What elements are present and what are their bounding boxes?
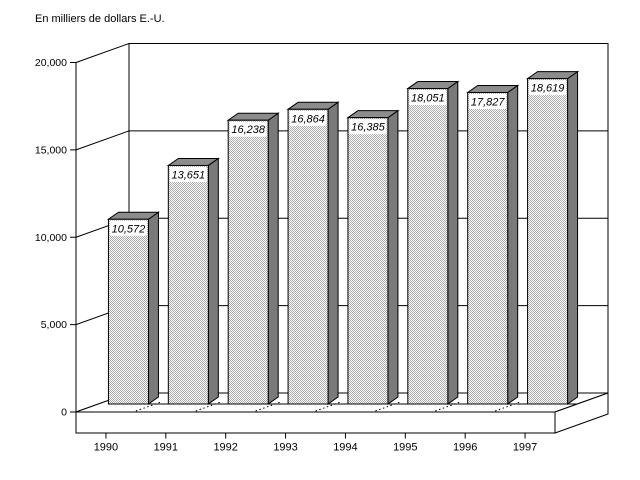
bar-side-face — [507, 84, 519, 405]
bar-value-label: 16,385 — [351, 122, 386, 134]
bar-front-face — [167, 164, 209, 405]
y-tick-label: 15,000 — [35, 144, 67, 156]
gridline-depth-connector — [75, 130, 130, 151]
category-boundary-dotline — [135, 401, 161, 412]
x-tick-label: 1993 — [273, 442, 297, 454]
bar-side-face — [147, 211, 159, 405]
category-boundary-dotline — [494, 401, 520, 412]
bar-value-label: 16,864 — [291, 113, 325, 125]
bar-group — [106, 211, 161, 405]
x-tick-label: 1990 — [94, 442, 118, 454]
bar-value-label-bg — [289, 110, 327, 126]
floor-right-face — [554, 392, 609, 434]
y-tick-label: 10,000 — [35, 232, 67, 244]
bar-front-face — [347, 117, 389, 405]
bar-group — [286, 101, 340, 405]
bar-value-label-bg — [469, 93, 507, 109]
bar-value-label-bg — [169, 166, 207, 182]
bar-value-label: 10,572 — [112, 223, 146, 235]
x-tick-label: 1992 — [213, 442, 237, 454]
bar-side-face — [387, 109, 399, 405]
bar-front-face — [467, 91, 509, 405]
bar-front-face — [407, 88, 449, 405]
x-tick-label: 1995 — [393, 442, 417, 454]
bar-side-face — [267, 112, 279, 405]
bar-side-face — [327, 101, 339, 405]
bar-value-label-bg — [349, 119, 387, 135]
bar-value-label-bg — [109, 220, 147, 236]
bar-value-label-bg — [229, 121, 267, 137]
bar-side-face — [567, 70, 579, 405]
chart-title: En milliers de dollars E.-U. — [35, 13, 165, 25]
bar-front-face — [527, 78, 569, 405]
bar-value-label: 13,651 — [171, 169, 205, 181]
y-tick-label: 20,000 — [35, 57, 67, 69]
bar-side-face — [207, 157, 219, 405]
bar-group — [226, 112, 280, 405]
bar-group — [346, 109, 400, 405]
bar-side-face — [447, 80, 459, 405]
bar-group — [406, 80, 460, 405]
bar-group — [525, 70, 580, 405]
x-tick-label: 1994 — [333, 442, 357, 454]
x-tick-label: 1997 — [513, 442, 537, 454]
floor-front-face — [75, 411, 556, 434]
bar-front-face — [107, 218, 149, 405]
category-boundary-dotline — [435, 401, 460, 412]
category-boundary-dotline — [315, 401, 340, 412]
x-tick-label: 1991 — [154, 442, 178, 454]
y-tick-label: 5,000 — [41, 319, 67, 331]
bar-value-label: 17,827 — [471, 96, 506, 108]
category-boundary-dotline — [195, 401, 220, 412]
category-boundary-dotline — [375, 401, 400, 412]
bar-value-label-bg — [409, 90, 447, 106]
bar-group — [166, 157, 220, 405]
y-tick-label: 0 — [61, 407, 67, 419]
x-tick-label: 1996 — [453, 442, 477, 454]
bar-front-face — [227, 119, 269, 405]
bar-value-label: 16,238 — [231, 124, 266, 136]
bar-value-label: 18,619 — [531, 83, 565, 95]
category-boundary-dotline — [255, 401, 280, 412]
gridline-depth-connector — [75, 43, 130, 63]
bar-front-face — [287, 108, 329, 405]
bar-group — [466, 84, 520, 405]
bar-value-label-bg — [529, 80, 567, 96]
bar-value-label: 18,051 — [411, 93, 445, 105]
